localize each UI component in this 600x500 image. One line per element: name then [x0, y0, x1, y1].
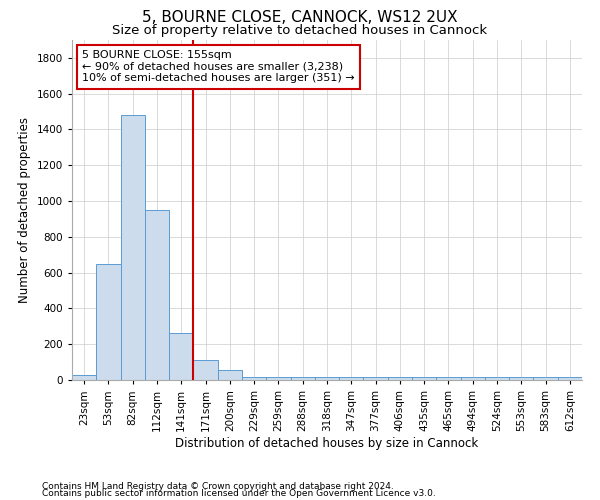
Bar [339, 378, 364, 380]
Text: Contains HM Land Registry data © Crown copyright and database right 2024.: Contains HM Land Registry data © Crown c… [42, 482, 394, 491]
Text: 5 BOURNE CLOSE: 155sqm
← 90% of detached houses are smaller (3,238)
10% of semi-: 5 BOURNE CLOSE: 155sqm ← 90% of detached… [82, 50, 355, 84]
Bar [388, 378, 412, 380]
Bar [96, 264, 121, 380]
Bar [218, 370, 242, 380]
Bar [169, 334, 193, 380]
Bar [461, 378, 485, 380]
Bar [72, 374, 96, 380]
Text: 5, BOURNE CLOSE, CANNOCK, WS12 2UX: 5, BOURNE CLOSE, CANNOCK, WS12 2UX [142, 10, 458, 25]
Bar [145, 210, 169, 380]
Bar [364, 378, 388, 380]
Bar [558, 378, 582, 380]
Bar [193, 360, 218, 380]
Bar [485, 378, 509, 380]
Bar [242, 378, 266, 380]
Text: Contains public sector information licensed under the Open Government Licence v3: Contains public sector information licen… [42, 489, 436, 498]
Y-axis label: Number of detached properties: Number of detached properties [18, 117, 31, 303]
Bar [290, 378, 315, 380]
X-axis label: Distribution of detached houses by size in Cannock: Distribution of detached houses by size … [175, 436, 479, 450]
Bar [315, 378, 339, 380]
Bar [412, 378, 436, 380]
Bar [121, 115, 145, 380]
Bar [509, 378, 533, 380]
Text: Size of property relative to detached houses in Cannock: Size of property relative to detached ho… [112, 24, 488, 37]
Bar [266, 378, 290, 380]
Bar [533, 378, 558, 380]
Bar [436, 378, 461, 380]
